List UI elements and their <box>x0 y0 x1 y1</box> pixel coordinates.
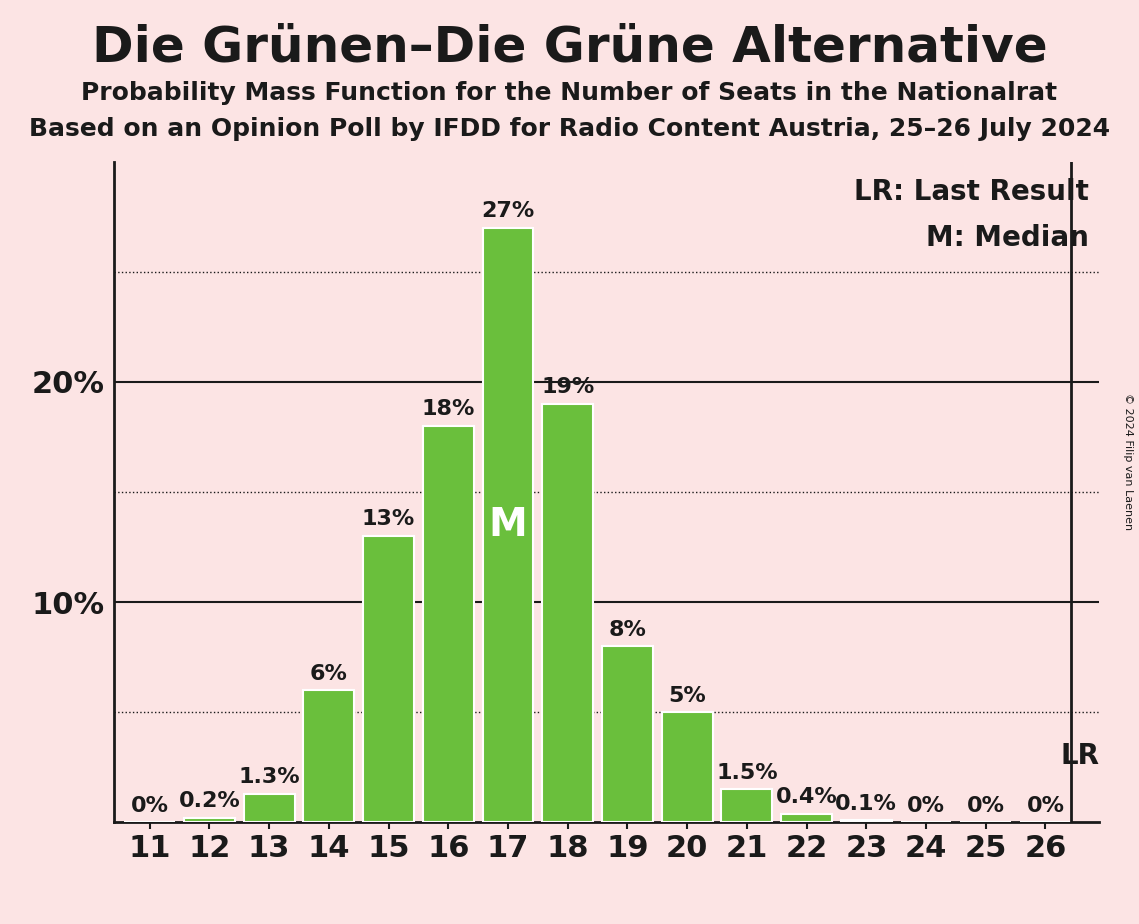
Bar <box>363 536 413 822</box>
Text: Based on an Opinion Poll by IFDD for Radio Content Austria, 25–26 July 2024: Based on an Opinion Poll by IFDD for Rad… <box>28 117 1111 141</box>
Text: 18%: 18% <box>421 399 475 419</box>
Text: 8%: 8% <box>608 620 646 639</box>
Text: Die Grünen–Die Grüne Alternative: Die Grünen–Die Grüne Alternative <box>91 23 1048 71</box>
Bar <box>185 818 235 822</box>
Text: 0%: 0% <box>131 796 169 816</box>
Text: LR: Last Result: LR: Last Result <box>854 178 1089 206</box>
Bar <box>423 426 474 822</box>
Text: 19%: 19% <box>541 377 595 397</box>
Text: M: M <box>489 506 527 544</box>
Text: 13%: 13% <box>362 509 416 529</box>
Text: LR: LR <box>1060 741 1099 770</box>
Text: 0.1%: 0.1% <box>835 794 898 813</box>
Text: 0%: 0% <box>967 796 1005 816</box>
Text: 6%: 6% <box>310 663 347 684</box>
Text: 0.2%: 0.2% <box>179 791 240 811</box>
Text: 0%: 0% <box>907 796 945 816</box>
Bar <box>483 228 533 822</box>
Bar <box>303 690 354 822</box>
Text: 1.5%: 1.5% <box>716 762 778 783</box>
Bar <box>542 404 593 822</box>
Text: 5%: 5% <box>669 686 706 706</box>
Text: M: Median: M: Median <box>926 225 1089 252</box>
Text: 0.4%: 0.4% <box>776 787 837 807</box>
Text: 0%: 0% <box>1026 796 1064 816</box>
Bar <box>841 821 892 822</box>
Bar <box>662 712 713 822</box>
Bar <box>603 646 653 822</box>
Bar <box>781 813 831 822</box>
Bar <box>721 789 772 822</box>
Text: 1.3%: 1.3% <box>238 767 300 787</box>
Text: Probability Mass Function for the Number of Seats in the Nationalrat: Probability Mass Function for the Number… <box>81 81 1058 105</box>
Text: 27%: 27% <box>482 201 534 221</box>
Bar <box>244 794 295 822</box>
Text: © 2024 Filip van Laenen: © 2024 Filip van Laenen <box>1123 394 1133 530</box>
